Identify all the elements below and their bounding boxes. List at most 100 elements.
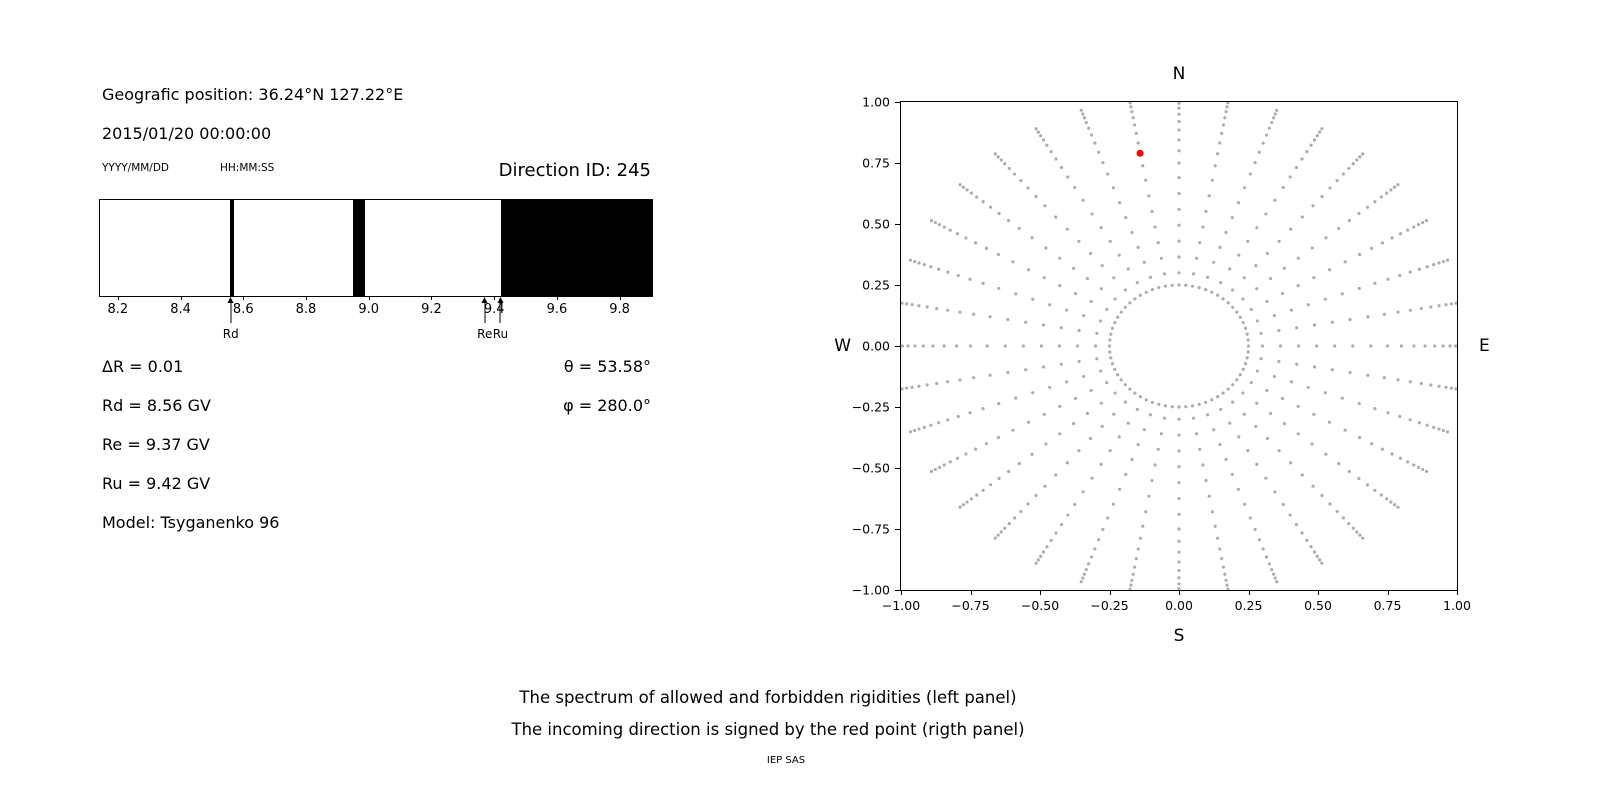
grid-dot xyxy=(1065,380,1069,384)
spectrum-tick-label: 9.4 xyxy=(483,302,505,317)
spectrum-tick-mark xyxy=(556,296,558,300)
grid-dot xyxy=(984,442,988,446)
grid-dot xyxy=(1134,557,1138,561)
direction-id-text: Direction ID: 245 xyxy=(498,160,651,181)
grid-dot xyxy=(958,378,962,382)
grid-dot xyxy=(1398,456,1403,460)
grid-dot xyxy=(1210,398,1214,402)
grid-dot xyxy=(1026,186,1030,190)
grid-dot xyxy=(1116,315,1120,319)
grid-dot xyxy=(1355,158,1359,162)
grid-dot xyxy=(913,428,917,433)
grid-dot xyxy=(956,414,960,419)
grid-dot xyxy=(1204,288,1208,292)
grid-dot xyxy=(1281,502,1285,507)
grid-dot xyxy=(1343,428,1347,432)
grid-dot xyxy=(1136,141,1140,145)
grid-dot xyxy=(1126,267,1130,271)
compass-south-label: S xyxy=(1173,626,1185,646)
grid-dot xyxy=(908,430,913,434)
grid-dot xyxy=(1330,320,1334,324)
grid-dot xyxy=(1084,567,1088,572)
grid-dot xyxy=(1026,502,1030,506)
grid-dot xyxy=(1065,227,1069,231)
grid-dot xyxy=(1150,478,1154,483)
grid-dot xyxy=(929,423,933,427)
y-tick-mark xyxy=(895,407,900,408)
grid-dot xyxy=(1097,538,1101,542)
grid-dot xyxy=(1315,554,1319,558)
grid-dot xyxy=(1254,424,1258,428)
grid-dot xyxy=(1419,381,1423,386)
spectrum-tick-label: 9.2 xyxy=(421,302,442,317)
grid-dot xyxy=(1366,315,1370,319)
grid-dot xyxy=(1218,547,1222,551)
grid-dot xyxy=(1058,284,1062,288)
grid-dot xyxy=(1231,400,1235,404)
grid-dot xyxy=(1259,357,1263,361)
grid-dot xyxy=(1039,134,1043,138)
grid-dot xyxy=(1361,152,1365,156)
grid-dot xyxy=(1221,391,1225,395)
grid-dot xyxy=(1144,510,1148,514)
grid-dot xyxy=(1059,522,1064,527)
grid-dot xyxy=(1026,420,1031,424)
grid-dot xyxy=(1135,407,1139,411)
grid-dot xyxy=(937,223,942,227)
grid-dot xyxy=(1177,568,1181,573)
grid-dot xyxy=(1013,172,1017,176)
grid-dot xyxy=(955,232,960,236)
grid-dot xyxy=(1270,120,1274,125)
x-tick-mark xyxy=(970,590,972,595)
spectrum-plot-area xyxy=(100,200,652,296)
x-tick-mark xyxy=(1248,590,1250,595)
grid-dot xyxy=(1059,326,1063,330)
grid-dot xyxy=(1058,404,1062,408)
y-tick-label: −0.50 xyxy=(851,460,890,476)
grid-dot xyxy=(1042,412,1046,416)
grid-dot xyxy=(913,259,917,264)
grid-dot xyxy=(1148,275,1153,279)
grid-dot xyxy=(1099,287,1103,291)
x-tick-label: 0.50 xyxy=(1304,598,1332,613)
grid-dot xyxy=(1273,490,1277,494)
grid-dot xyxy=(1019,178,1023,183)
grid-dot xyxy=(1425,423,1429,427)
grid-dot xyxy=(901,301,904,305)
grid-dot xyxy=(1039,554,1043,558)
spectrum-tick-mark xyxy=(494,296,496,300)
grid-dot xyxy=(1351,344,1355,348)
grid-dot xyxy=(1246,338,1250,342)
grid-dot xyxy=(1073,291,1078,296)
grid-dot xyxy=(1087,562,1091,566)
y-tick-label: 0.75 xyxy=(862,155,890,171)
grid-dot xyxy=(1198,241,1202,245)
x-tick-label: −0.50 xyxy=(1020,598,1060,613)
grid-dot xyxy=(1437,384,1441,388)
grid-dot xyxy=(1144,290,1148,294)
grid-dot xyxy=(1065,308,1069,312)
grid-dot xyxy=(1357,211,1361,216)
grid-dot xyxy=(1177,576,1181,580)
grid-dot xyxy=(906,344,910,348)
x-tick-label: 0.75 xyxy=(1373,598,1402,613)
direction-plot: N S W E 1.00 0.75 0.50 0.25 0.00 −0.25 −0.50 −0… xyxy=(834,64,1490,646)
grid-dot xyxy=(1177,433,1181,437)
grid-dot xyxy=(1311,204,1315,208)
grid-dot xyxy=(1348,370,1352,375)
grid-dot xyxy=(1335,178,1339,183)
grid-dot xyxy=(1255,319,1259,323)
grid-dot xyxy=(968,411,972,415)
grid-dot xyxy=(1278,344,1283,348)
x-tick-label: −1.00 xyxy=(881,598,921,613)
x-tick-label: −0.75 xyxy=(951,598,990,613)
grid-dot xyxy=(1272,572,1276,576)
grid-dot xyxy=(1057,344,1062,348)
grid-dot xyxy=(958,183,962,187)
grid-dot xyxy=(921,344,925,348)
grid-dot xyxy=(1058,432,1062,436)
grid-dot xyxy=(1382,376,1386,380)
grid-dot xyxy=(1184,283,1188,287)
grid-dot xyxy=(1324,452,1328,456)
grid-dot xyxy=(1416,465,1421,469)
